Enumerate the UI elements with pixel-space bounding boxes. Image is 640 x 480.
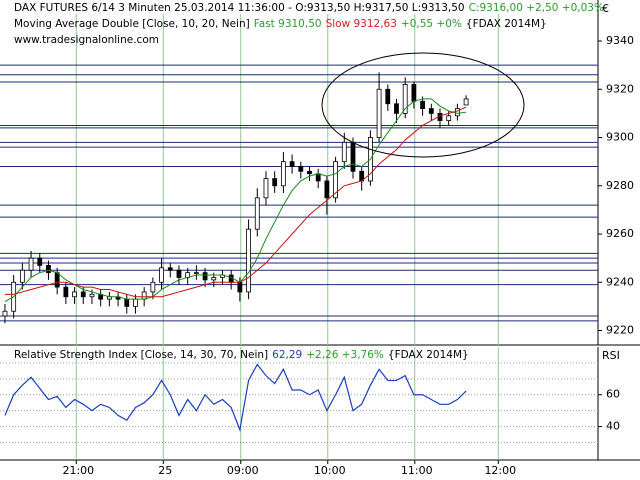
candle-body [141, 291, 147, 300]
candle-body [150, 281, 156, 293]
candle-body [394, 103, 399, 114]
x-tick-label: 12:00 [484, 464, 516, 477]
legend-text: Fast 9310,50 [254, 18, 322, 30]
x-tick-label: 25 [158, 464, 172, 477]
legend-text: Slow 9312,63 [326, 18, 397, 30]
axis-label: € [602, 2, 609, 15]
candle-body [402, 84, 408, 114]
candle-body [246, 228, 251, 293]
candle-body [420, 100, 425, 109]
candle-body [341, 141, 347, 163]
candle-body [63, 286, 69, 298]
y-tick-label: 9320 [606, 82, 634, 95]
candle-body [315, 173, 321, 182]
candle-body [176, 269, 182, 278]
legend-text: +0,55 +0% [401, 18, 462, 30]
legend-line: Relative Strength Index [Close, 14, 30, … [14, 349, 469, 361]
candle-body [289, 161, 295, 167]
moving-average [4, 98, 467, 303]
legend-text: Moving Average Double [Close, 10, 20, Ne… [14, 18, 250, 30]
legend-text: www.tradesignalonline.com [14, 34, 159, 46]
legend-text: DAX FUTURES 6/14 3 Minuten 25.03.2014 11… [14, 2, 465, 14]
candle-body [298, 166, 304, 172]
legend-text: +2,26 +3,76% [306, 349, 384, 361]
candle-body [272, 178, 278, 187]
y-tick-label: 60 [606, 388, 620, 401]
axis-label: RSI [602, 349, 620, 362]
legend-line: www.tradesignalonline.com [14, 34, 159, 46]
x-tick-label: 10:00 [314, 464, 346, 477]
legend-line: Moving Average Double [Close, 10, 20, Ne… [14, 18, 547, 30]
legend-text: Relative Strength Index [Close, 14, 30, … [14, 349, 268, 361]
x-tick-label: 11:00 [401, 464, 433, 477]
legend-text: 62,29 [272, 349, 302, 361]
legend-line: DAX FUTURES 6/14 3 Minuten 25.03.2014 11… [14, 2, 604, 14]
candle-body [411, 84, 417, 102]
candle-body [254, 197, 260, 230]
candle-body [463, 98, 469, 106]
candle-body [193, 272, 199, 275]
y-tick-label: 9300 [606, 131, 634, 144]
legend-text: C:9316,00 +2,50 +0,03% [469, 2, 604, 14]
candle-body [446, 115, 452, 122]
candle-body [280, 161, 286, 187]
candle-body [324, 180, 330, 199]
candle-body [159, 267, 164, 283]
candle-body [428, 108, 434, 114]
candle-body [133, 298, 138, 307]
y-tick-label: 40 [606, 420, 620, 433]
candle-body [28, 257, 34, 271]
candle-body [37, 257, 43, 266]
candle-body [307, 170, 312, 175]
candle-body [376, 88, 382, 138]
y-tick-label: 9280 [606, 179, 634, 192]
candle-body [454, 108, 460, 117]
candle-body [2, 310, 8, 317]
x-tick-label: 21:00 [62, 464, 94, 477]
candle-body [72, 291, 77, 298]
y-tick-label: 9260 [606, 227, 634, 240]
annotation-ellipse [321, 52, 525, 158]
candle-body [46, 264, 51, 274]
x-tick-label: 09:00 [227, 464, 259, 477]
y-tick-label: 9220 [606, 324, 634, 337]
legend-text: {FDAX 2014M} [388, 349, 469, 361]
candle-body [202, 272, 208, 281]
candle-body [80, 291, 86, 298]
candle-body [54, 272, 60, 288]
rsi-line [4, 363, 467, 432]
legend-text: {FDAX 2014M} [466, 18, 547, 30]
candle-body [89, 293, 95, 298]
candle-body [385, 88, 391, 105]
candle-body [333, 161, 338, 199]
candle-body [167, 267, 173, 271]
candle-body [19, 269, 25, 283]
candle-body [124, 298, 130, 307]
candle-body [211, 277, 217, 281]
candle-body [350, 141, 356, 172]
moving-average [4, 106, 467, 298]
candle-body [263, 178, 269, 199]
y-tick-label: 9240 [606, 275, 634, 288]
candle-body [237, 281, 243, 293]
y-tick-label: 9340 [606, 34, 634, 47]
